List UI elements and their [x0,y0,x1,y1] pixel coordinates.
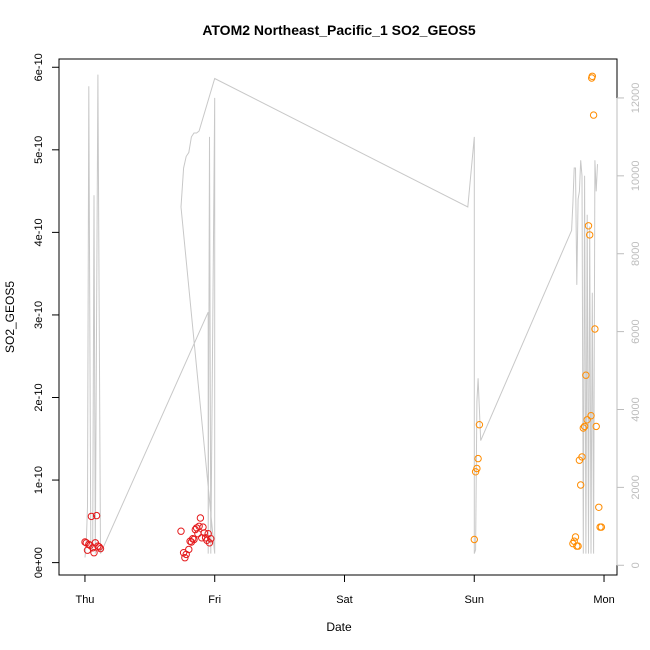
data-point [582,371,590,379]
data-point [473,464,481,473]
data-point [87,512,96,521]
data-point [186,537,194,545]
data-point [96,544,105,553]
data-point [577,481,585,489]
data-point [589,111,598,119]
data-point [471,468,480,476]
data-point [196,514,205,522]
x-tick-label: Thu [75,594,94,606]
axes-layer: Thu Fri Sat Sun Mon 0e+00 1e-10 2e-10 3e-10 4e-10… [33,53,642,606]
y-tick-label: 4e-10 [33,218,45,246]
data-point [578,453,586,461]
plot-frame [58,58,618,576]
data-point [587,412,595,420]
data-point [177,527,185,535]
y-tick-label: 0e+00 [33,547,45,578]
y-tick-label: 2e-10 [33,383,45,411]
data-point [474,454,482,463]
data-point [580,422,589,431]
data-point [595,503,603,511]
y-tick-label: 5e-10 [33,136,45,164]
data-point [574,542,582,550]
data-point [475,421,484,429]
x-axis-label: Date [326,620,352,634]
data-point [81,538,89,546]
data-point [597,523,606,531]
data-point [579,424,587,432]
right-tick-label: 12000 [630,83,642,114]
data-point [584,222,593,230]
data-point [592,422,600,431]
data-point [200,529,209,537]
x-tick-label: Sun [464,594,484,606]
right-tick-label: 8000 [630,241,642,265]
data-point [583,416,591,424]
data-point [187,538,196,546]
right-tick-label: 6000 [630,319,642,343]
right-tick-label: 4000 [630,397,642,421]
x-tick-label: Mon [593,594,614,606]
data-point [185,545,193,554]
data-point [189,535,197,543]
y-tick-label: 6e-10 [33,53,45,81]
chart-title: ATOM2 Northeast_Pacific_1 SO2_GEOS5 [202,22,476,38]
data-point [571,533,580,541]
data-point [588,72,596,81]
data-point [205,539,214,547]
data-point [95,543,103,551]
y-tick-label: 1e-10 [33,466,45,494]
right-tick-label: 10000 [630,161,642,192]
data-point [470,535,478,544]
right-tick-label: 2000 [630,475,642,499]
points-layer [81,72,606,562]
right-tick-label: 0 [630,562,642,568]
data-point [92,511,101,520]
altitude-line-layer [84,74,598,558]
data-point [90,549,98,557]
data-point [190,535,198,544]
data-point [591,325,599,333]
data-point [181,554,189,562]
y-tick-label: 3e-10 [33,301,45,329]
data-point [586,231,594,239]
data-point [195,522,203,530]
y-axis-label: SO2_GEOS5 [3,281,17,353]
data-point [207,535,215,543]
data-point [94,542,102,550]
x-tick-label: Sat [336,594,353,606]
altitude-line [84,74,598,558]
x-tick-label: Fri [208,594,221,606]
